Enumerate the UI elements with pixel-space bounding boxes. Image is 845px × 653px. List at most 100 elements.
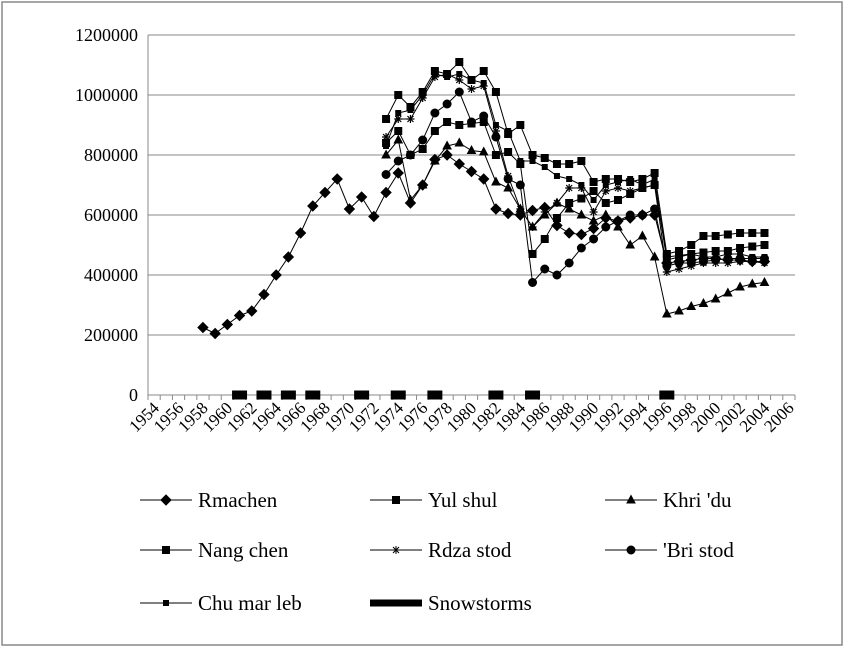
legend-entry: Snowstorms — [370, 591, 532, 615]
marker — [676, 254, 683, 260]
marker — [662, 268, 671, 276]
marker — [528, 278, 538, 287]
legend-marker — [626, 545, 636, 555]
marker — [711, 232, 720, 240]
marker — [601, 187, 610, 195]
marker — [761, 254, 768, 260]
marker — [381, 149, 391, 159]
y-tick-label: 1200000 — [75, 25, 138, 45]
marker — [490, 203, 502, 215]
marker — [736, 229, 745, 237]
marker — [661, 308, 672, 318]
marker — [552, 160, 561, 168]
marker — [455, 76, 464, 84]
marker — [503, 174, 513, 184]
marker — [479, 111, 489, 121]
marker — [686, 258, 696, 268]
marker — [405, 150, 415, 160]
marker — [431, 71, 438, 77]
marker — [209, 327, 221, 340]
marker — [197, 321, 209, 334]
legend-entry: Rmachen — [140, 488, 278, 512]
marker — [465, 165, 478, 178]
marker — [613, 196, 622, 204]
marker — [355, 191, 368, 203]
marker — [516, 205, 525, 213]
marker — [478, 146, 489, 156]
marker — [600, 209, 611, 219]
legend-label: Rdza stod — [428, 538, 512, 562]
marker — [270, 269, 282, 281]
marker — [712, 254, 719, 260]
marker — [675, 247, 684, 255]
marker — [419, 92, 426, 98]
marker — [687, 241, 696, 249]
marker — [491, 132, 501, 142]
marker — [405, 194, 416, 204]
marker — [650, 181, 659, 189]
marker — [688, 251, 695, 257]
marker — [699, 232, 708, 240]
marker — [442, 140, 452, 150]
marker — [444, 74, 451, 80]
marker — [256, 390, 272, 400]
marker — [455, 58, 464, 66]
marker — [505, 128, 512, 134]
marker — [613, 216, 623, 226]
legend-entry: Chu mar leb — [140, 591, 302, 615]
marker — [319, 186, 331, 199]
marker — [760, 241, 769, 249]
marker — [675, 265, 684, 273]
marker — [393, 134, 404, 144]
marker — [563, 227, 575, 239]
marker — [478, 173, 490, 185]
marker — [382, 115, 391, 123]
marker — [651, 176, 658, 182]
marker — [488, 390, 504, 400]
marker — [711, 247, 720, 255]
marker — [430, 108, 440, 118]
marker — [589, 208, 598, 216]
y-tick-label: 800000 — [84, 145, 138, 165]
marker — [516, 121, 525, 129]
marker — [650, 169, 659, 177]
marker — [698, 297, 709, 307]
marker — [649, 251, 660, 261]
marker — [491, 127, 500, 135]
marker — [395, 110, 402, 116]
legend-entry: Khri 'du — [605, 488, 732, 512]
legend-marker — [162, 546, 170, 554]
marker — [541, 164, 548, 170]
marker — [540, 154, 549, 162]
legend-entry: Nang chen — [140, 538, 289, 562]
marker — [528, 250, 537, 258]
marker — [760, 259, 769, 267]
marker — [565, 160, 574, 168]
marker — [280, 390, 296, 400]
marker — [540, 264, 550, 274]
marker — [258, 288, 270, 301]
y-tick-label: 1000000 — [75, 85, 138, 105]
marker — [566, 176, 573, 182]
marker — [601, 199, 610, 207]
marker — [383, 143, 390, 149]
marker — [576, 243, 586, 253]
marker — [368, 210, 380, 223]
marker — [354, 390, 370, 400]
series — [232, 390, 675, 400]
marker — [686, 300, 697, 310]
marker — [381, 170, 391, 179]
marker — [650, 204, 660, 214]
marker — [479, 67, 488, 75]
marker — [663, 257, 670, 263]
marker — [443, 118, 452, 126]
marker — [468, 77, 475, 83]
marker — [504, 148, 513, 156]
marker — [748, 242, 757, 251]
marker — [390, 390, 406, 400]
legend-label: Khri 'du — [663, 488, 732, 512]
marker — [637, 230, 648, 240]
legend-label: Snowstorms — [428, 591, 532, 615]
